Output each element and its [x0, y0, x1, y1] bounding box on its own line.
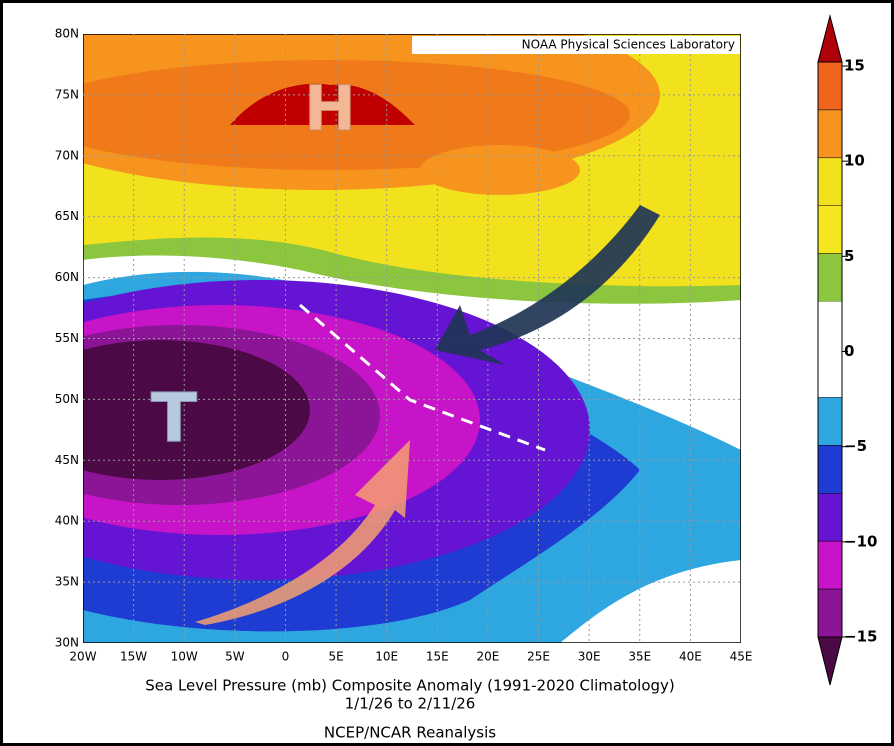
lat-label: 55N	[55, 331, 79, 345]
lat-label: 80N	[55, 27, 79, 41]
colorbar-band	[817, 397, 843, 446]
colorbar-band	[817, 493, 843, 542]
date-range: 1/1/26 to 2/11/26	[345, 695, 476, 713]
colorbar-frame	[817, 61, 843, 638]
colorbar-band	[817, 61, 843, 111]
colorbar-band	[818, 349, 842, 398]
colorbar-band	[817, 445, 843, 494]
lon-label: 5E	[328, 650, 343, 664]
colorbar-label: −10	[844, 532, 877, 550]
warm-arrow	[195, 440, 410, 625]
colorbar-label: 15	[844, 57, 865, 75]
lat-label: 40N	[55, 514, 79, 528]
lat-label: 35N	[55, 575, 79, 589]
front-line	[299, 303, 546, 452]
credit: NOAA Physical Sciences Laboratory	[522, 38, 735, 52]
lat-label: 60N	[55, 270, 79, 284]
colorbar-label: 5	[844, 247, 854, 265]
lon-label: 40E	[679, 650, 702, 664]
lon-label: 10W	[171, 650, 198, 664]
colorbar-label: −15	[844, 628, 877, 646]
lat-label: 45N	[55, 453, 79, 467]
colorbar-band	[817, 109, 843, 159]
credit-box	[412, 36, 740, 54]
colorbar-label: 0	[844, 342, 854, 360]
anomaly-field	[83, 34, 741, 643]
lon-label: 20E	[476, 650, 499, 664]
colorbar-band	[817, 540, 843, 590]
lon-label: 0	[282, 650, 290, 664]
lat-label: 70N	[55, 148, 79, 162]
lat-label: 65N	[55, 209, 79, 223]
colorbar-band	[818, 301, 842, 350]
lat-label: 30N	[55, 636, 79, 650]
lon-label: 25E	[527, 650, 550, 664]
lon-label: 45E	[730, 650, 753, 664]
lon-label: 5W	[225, 650, 245, 664]
colorbar: 15 10 5 0 −5 −10 −15	[817, 14, 877, 686]
colorbar-label: 10	[844, 152, 865, 170]
colorbar-band	[817, 157, 843, 206]
lon-label: 15W	[120, 650, 147, 664]
colorbar-label: −5	[844, 437, 867, 455]
title-line: Sea Level Pressure (mb) Composite Anomal…	[145, 677, 675, 695]
high-label: H	[304, 72, 356, 145]
lon-label: 35E	[628, 650, 651, 664]
lon-label: 20W	[69, 650, 96, 664]
lon-label: 15E	[426, 650, 449, 664]
colorbar-band	[817, 205, 843, 254]
colorbar-band	[817, 588, 843, 638]
colorbar-band	[817, 253, 843, 302]
lon-label: 30E	[578, 650, 601, 664]
cold-arrow	[435, 205, 660, 365]
lat-label: 50N	[55, 392, 79, 406]
lon-label: 10E	[375, 650, 398, 664]
source: NCEP/NCAR Reanalysis	[324, 724, 496, 742]
graticule	[83, 34, 741, 643]
lat-label: 75N	[55, 87, 79, 101]
low-label: T	[151, 380, 198, 459]
